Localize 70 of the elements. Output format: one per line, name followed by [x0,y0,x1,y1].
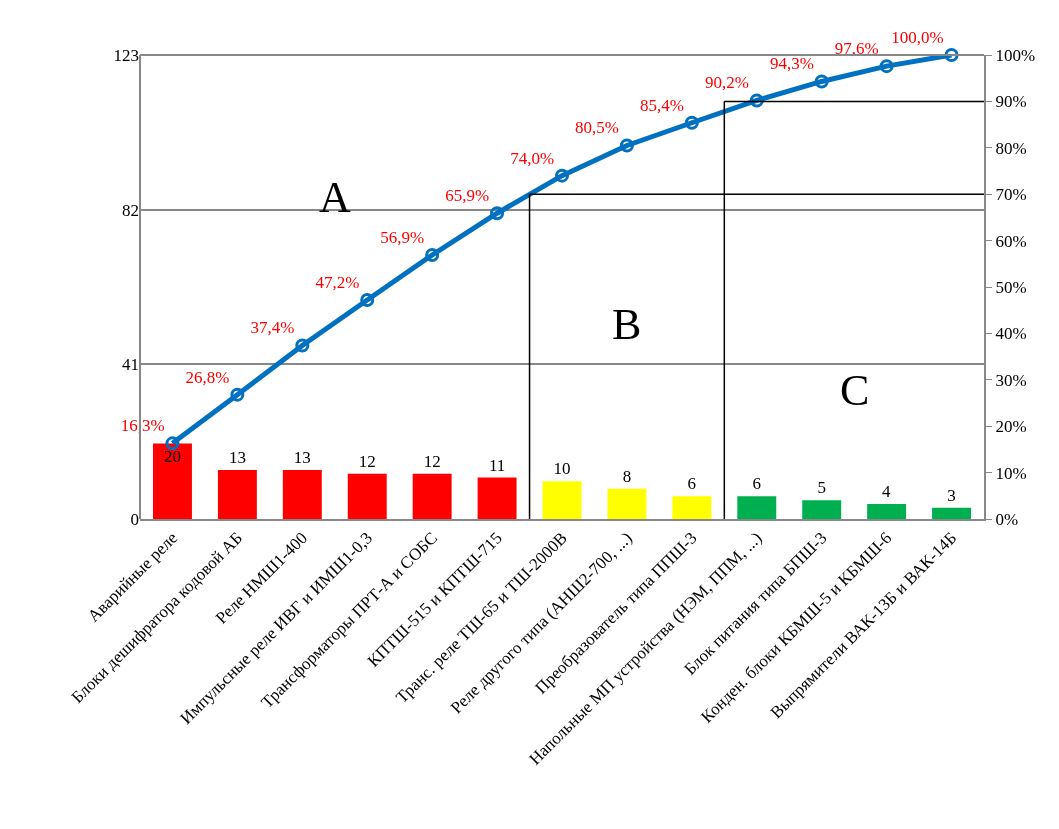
y2-tick-label: 50% [995,277,1027,297]
data-label: 85,4% [640,95,684,115]
y-tick-label: 41 [122,355,139,375]
y-tick-label: 82 [122,200,139,220]
bar [412,473,452,519]
y2-tick-label: 80% [995,138,1027,158]
data-label: 8 [622,466,632,486]
point [814,74,829,89]
bar [737,496,777,519]
annotation: B [612,300,642,349]
bar [477,477,517,519]
data-label: 12 [423,451,441,471]
data-label: 100,0% [891,27,944,47]
data-label: 37,4% [250,318,295,338]
y2-tick-label: 60% [995,231,1027,251]
data-label: 5 [817,478,826,498]
data-label: 65,9% [445,186,490,206]
data-label: 94,3% [769,54,814,74]
data-label: 13 [228,447,246,467]
bar [607,488,647,519]
point [295,338,310,353]
point [749,93,764,108]
point [555,168,569,183]
y2-tick-label: 100% [995,45,1036,65]
data-label: 11 [488,455,506,475]
bar [672,496,712,519]
data-label: 4 [882,481,892,501]
data-label: 13 [293,447,311,467]
data-label: 90,2% [704,73,749,93]
y2-tick-label: 90% [995,92,1027,112]
annotation: A [319,173,351,222]
y2-tick-label: 0% [995,509,1019,529]
point [619,138,634,153]
data-label: 6 [752,474,762,494]
bar [802,500,842,519]
y-tick-label: 123 [113,45,139,65]
bar [347,473,387,519]
data-label: 56,9% [380,227,425,247]
point [425,247,440,262]
point [360,292,375,307]
data-label: 26,8% [185,367,230,387]
point [165,436,180,451]
bar [932,507,972,519]
bar [217,469,257,519]
y-tick-label: 0 [130,509,139,529]
bar [152,443,192,519]
annotation: C [840,366,870,415]
data-label: 20 [163,446,181,466]
point [490,206,505,221]
data-label: 3 [947,485,956,505]
bar [282,469,322,519]
point [944,48,959,62]
y2-tick-label: 10% [995,463,1027,483]
data-label: 16,3% [120,416,165,436]
data-label: 97,6% [834,39,879,59]
data-label: 74,0% [510,148,555,168]
point [879,59,894,74]
data-label: 6 [687,474,697,494]
data-label: 10 [553,459,571,479]
y2-tick-label: 20% [995,417,1027,437]
bar [867,503,907,519]
point [684,115,699,130]
y2-tick-label: 40% [995,324,1027,344]
data-label: 47,2% [315,272,360,292]
bar [542,481,582,519]
data-label: 12 [358,451,376,471]
y2-tick-label: 70% [995,185,1027,205]
data-label: 80,5% [575,118,620,138]
y2-tick-label: 30% [995,370,1027,390]
point [230,387,245,402]
